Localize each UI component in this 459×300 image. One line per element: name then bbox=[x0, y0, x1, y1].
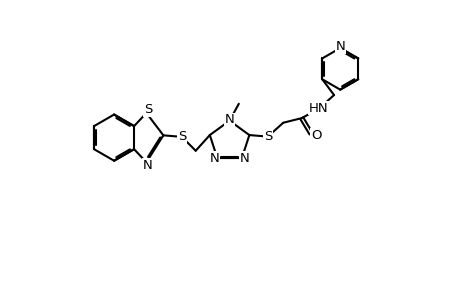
Text: S: S bbox=[177, 130, 185, 143]
Text: S: S bbox=[144, 103, 152, 116]
Text: N: N bbox=[209, 152, 218, 165]
Text: N: N bbox=[335, 40, 344, 53]
Text: HN: HN bbox=[308, 102, 328, 115]
Text: N: N bbox=[143, 159, 152, 172]
Text: N: N bbox=[224, 113, 234, 126]
Text: S: S bbox=[263, 130, 271, 143]
Text: N: N bbox=[240, 152, 249, 165]
Text: O: O bbox=[310, 129, 321, 142]
